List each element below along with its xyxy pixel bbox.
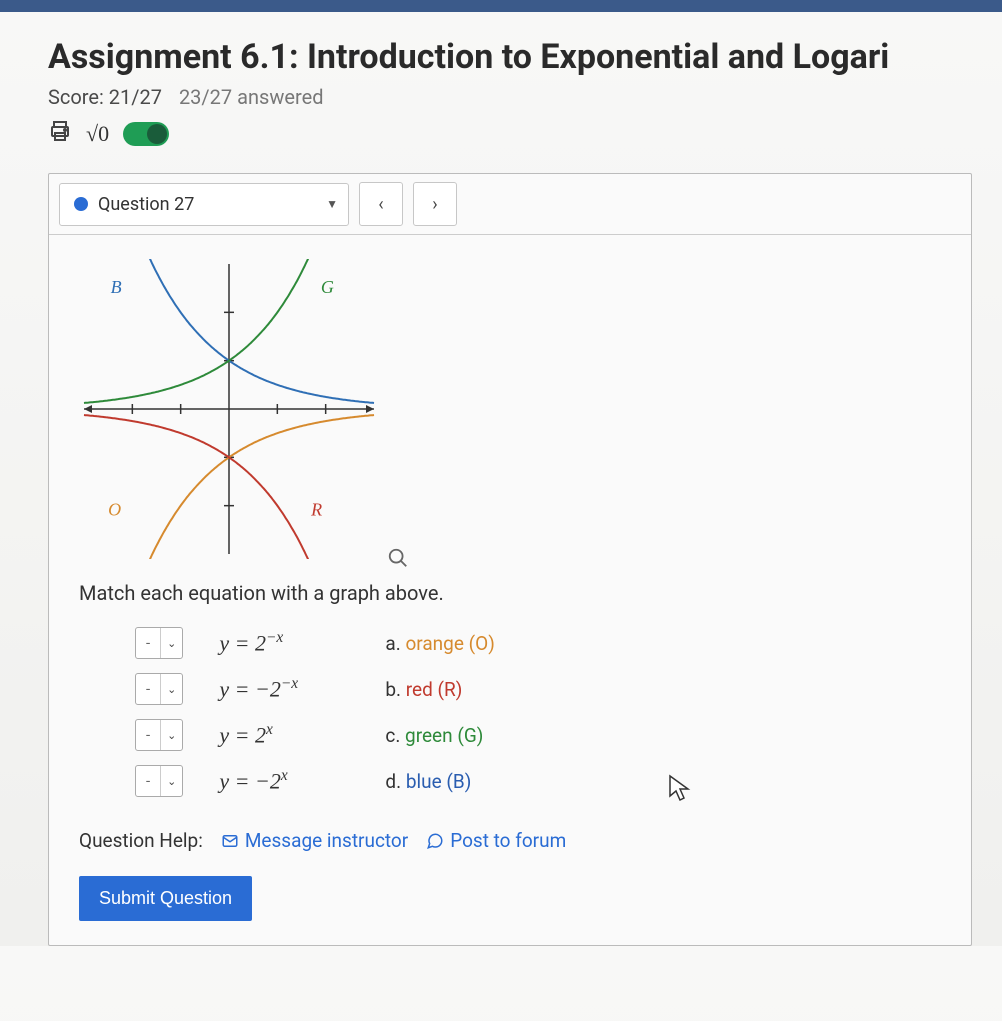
match-dropdown[interactable]: -⌄ <box>135 765 183 797</box>
next-question-button[interactable]: › <box>413 182 457 226</box>
match-dropdown[interactable]: -⌄ <box>135 719 183 751</box>
post-forum-text: Post to forum <box>450 829 566 852</box>
print-icon[interactable] <box>48 119 72 149</box>
post-forum-link[interactable]: Post to forum <box>426 829 566 852</box>
dropdown-value: - <box>136 674 161 704</box>
question-label: Question 27 <box>98 194 194 215</box>
match-row: -⌄ y = 2−x a. orange (O) <box>135 627 941 659</box>
assignment-title: Assignment 6.1: Introduction to Exponent… <box>48 37 972 77</box>
question-header: Question 27 ▼ ‹ › <box>49 174 971 235</box>
svg-text:G: G <box>321 277 334 297</box>
answered-text: 23/27 answered <box>179 85 324 109</box>
chevron-down-icon: ⌄ <box>161 769 182 794</box>
question-box: Question 27 ▼ ‹ › BGOR Match each <box>48 173 972 946</box>
graph-container: B G O R <box>79 259 389 563</box>
dropdown-value: - <box>136 766 161 796</box>
answer-option: c. green (G) <box>385 724 483 747</box>
equation-text: y = −2−x <box>219 675 349 702</box>
question-selector[interactable]: Question 27 ▼ <box>59 183 349 226</box>
caret-down-icon: ▼ <box>326 197 338 211</box>
score-line: Score: 21/27 23/27 answered <box>48 85 972 109</box>
svg-text:B: B <box>111 277 122 297</box>
prev-question-button[interactable]: ‹ <box>359 182 403 226</box>
message-instructor-text: Message instructor <box>245 829 408 852</box>
svg-text:R: R <box>310 499 322 519</box>
equation-text: y = 2−x <box>219 629 349 656</box>
answer-option: a. orange (O) <box>385 632 494 655</box>
status-dot-icon <box>74 197 88 211</box>
answer-option: b. red (R) <box>385 678 462 701</box>
chat-icon <box>426 832 444 850</box>
dropdown-value: - <box>136 720 161 750</box>
chevron-right-icon: › <box>432 194 437 215</box>
message-instructor-link[interactable]: Message instructor <box>221 829 408 852</box>
answer-option: d. blue (B) <box>385 770 471 793</box>
dropdown-value: - <box>136 628 161 658</box>
svg-text:O: O <box>108 499 121 519</box>
help-label: Question Help: <box>79 829 203 852</box>
mail-icon <box>221 832 239 850</box>
magnify-icon[interactable] <box>387 547 409 575</box>
chevron-down-icon: ⌄ <box>161 723 182 748</box>
chevron-down-icon: ⌄ <box>161 677 182 702</box>
match-row: -⌄ y = 2x c. green (G) <box>135 719 941 751</box>
submit-question-button[interactable]: Submit Question <box>79 876 252 921</box>
question-prompt: Match each equation with a graph above. <box>79 581 941 605</box>
question-body: B G O R Match each equation with a graph ab… <box>49 235 971 945</box>
match-row: -⌄ y = −2−x b. red (R) <box>135 673 941 705</box>
chevron-down-icon: ⌄ <box>161 631 182 656</box>
chevron-left-icon: ‹ <box>378 194 383 215</box>
equation-text: y = −2x <box>219 767 349 794</box>
match-dropdown[interactable]: -⌄ <box>135 673 183 705</box>
main-container: Assignment 6.1: Introduction to Exponent… <box>0 12 1002 946</box>
exponential-graph: B G O R <box>79 259 389 559</box>
settings-toggle[interactable] <box>123 122 169 146</box>
match-dropdown[interactable]: -⌄ <box>135 627 183 659</box>
toolbar: √0 <box>48 119 972 149</box>
equation-text: y = 2x <box>219 721 349 748</box>
score-text: Score: 21/27 <box>48 85 162 109</box>
question-help-row: Question Help: Message instructor Post t… <box>79 829 941 852</box>
top-bar <box>0 0 1002 12</box>
match-row: -⌄ y = −2x d. blue (B) <box>135 765 941 797</box>
sqrt-badge[interactable]: √0 <box>86 121 109 147</box>
match-list: -⌄y = 2−xa. orange (O)-⌄y = −2−xb. red (… <box>79 627 941 797</box>
